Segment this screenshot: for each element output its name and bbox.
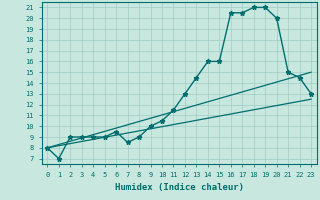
X-axis label: Humidex (Indice chaleur): Humidex (Indice chaleur) (115, 183, 244, 192)
